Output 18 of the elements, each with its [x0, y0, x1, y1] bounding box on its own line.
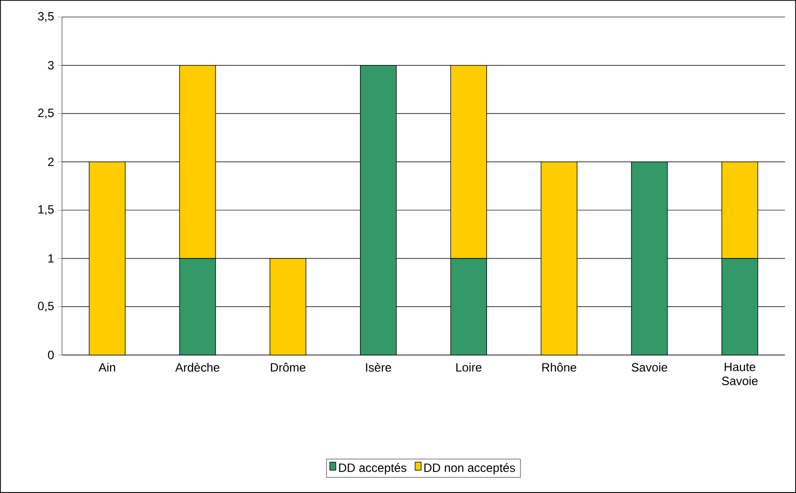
y-tick-label: 3,5 [38, 12, 54, 22]
y-tick-label: 0 [48, 350, 54, 360]
legend-label: DD non acceptés [424, 463, 516, 474]
x-tick-label: Ardèche [175, 362, 220, 372]
x-tick-label: Savoie [632, 362, 668, 372]
x-tick-label: Ain [98, 362, 116, 372]
x-tick-label: Haute Savoie [722, 362, 758, 386]
x-tick-label: Isère [366, 362, 392, 372]
x-tick-label: Drôme [270, 362, 306, 372]
y-tick-label: 0,5 [38, 302, 54, 312]
y-tick-label: 2 [48, 158, 54, 166]
x-tick-label: Rhône [542, 362, 576, 372]
y-tick-label: 1,5 [38, 205, 54, 216]
y-tick-label: 3 [48, 61, 54, 70]
x-tick-label: Loire [456, 362, 482, 372]
y-tick-label: 1 [48, 254, 54, 263]
legend-label: DD acceptés [339, 463, 406, 474]
y-tick-label: 2,5 [38, 108, 54, 119]
